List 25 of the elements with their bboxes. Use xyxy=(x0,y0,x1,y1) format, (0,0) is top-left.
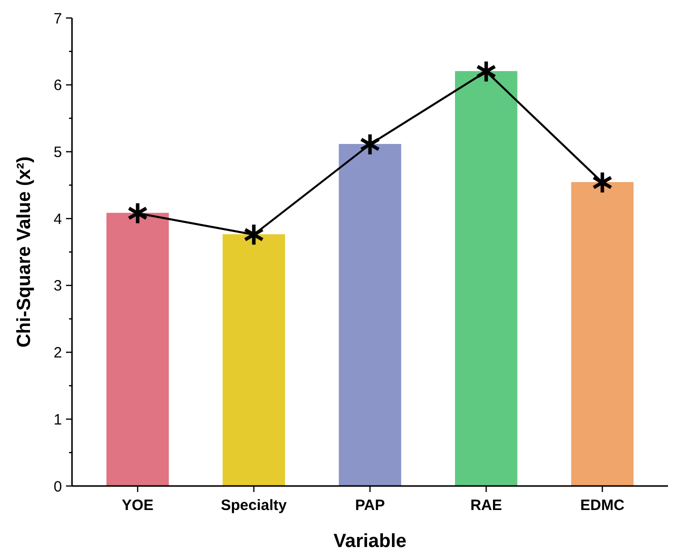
x-tick-label: PAP xyxy=(355,497,385,514)
bar xyxy=(222,234,286,486)
y-tick-label: 0 xyxy=(54,478,62,496)
x-tick-label: EDMC xyxy=(580,497,625,514)
bar xyxy=(338,144,402,486)
point xyxy=(476,60,497,84)
y-tick-label: 6 xyxy=(54,77,62,94)
point xyxy=(360,132,380,156)
point xyxy=(127,201,148,225)
x-tick-label: Specialty xyxy=(220,497,288,514)
point xyxy=(243,222,264,246)
y-tick-label: 7 xyxy=(54,10,62,28)
bar xyxy=(571,182,634,486)
y-tick-label: 2 xyxy=(54,344,62,362)
bar xyxy=(106,212,169,486)
y-tick-label: 1 xyxy=(54,411,62,428)
y-tick-label: 4 xyxy=(54,210,62,228)
point xyxy=(592,170,613,194)
y-tick-label: 3 xyxy=(54,278,62,295)
bar xyxy=(454,71,518,486)
y-tick-label: 5 xyxy=(54,144,62,161)
x-axis-title: Variable xyxy=(334,531,406,552)
x-tick-label: RAE xyxy=(470,497,502,514)
y-axis-title: Chi-Square Value (x²) xyxy=(14,156,35,348)
x-tick-label: YOE xyxy=(122,497,154,514)
